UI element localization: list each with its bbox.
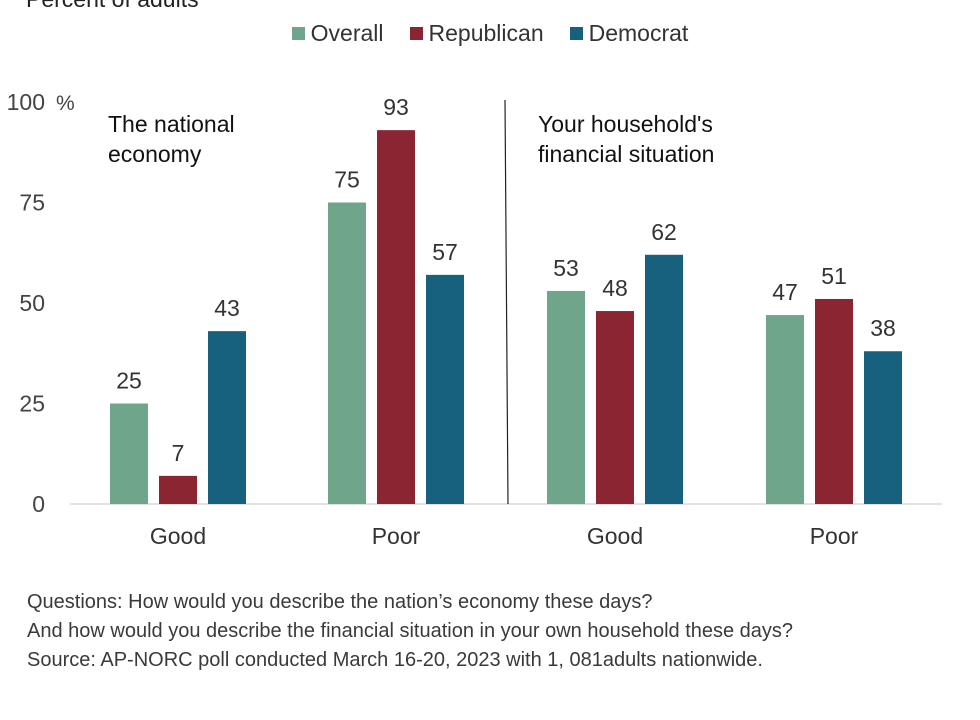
bar-democrat (426, 274, 464, 504)
legend-label-overall: Overall (310, 20, 384, 46)
bar-overall (110, 403, 148, 504)
bar-republican (377, 130, 415, 504)
bar-overall (766, 315, 804, 504)
bar-overall (547, 290, 585, 504)
chart-top-label: Percent of adults (26, 0, 199, 13)
data-label-overall: 25 (116, 368, 142, 394)
chart-legend: Overall Republican Democrat (0, 20, 980, 47)
data-label-overall: 53 (553, 255, 579, 281)
panel-title-line: Your household's (538, 111, 713, 137)
data-label-republican: 7 (172, 440, 185, 466)
bar-democrat (645, 254, 683, 504)
legend-swatch-overall (291, 27, 305, 40)
data-label-overall: 47 (772, 279, 798, 305)
panel-title-line: The national (108, 111, 235, 137)
legend-label-democrat: Democrat (588, 20, 689, 46)
legend-item-overall: Overall (291, 20, 384, 47)
bar-overall (328, 202, 366, 504)
y-tick-label: 25 (19, 391, 45, 417)
data-label-republican: 93 (383, 94, 409, 120)
data-label-democrat: 57 (432, 239, 458, 265)
footnote-question-2: And how would you describe the financial… (27, 620, 794, 642)
data-label-democrat: 38 (870, 315, 896, 341)
x-tick-label: Poor (372, 523, 421, 549)
bar-republican (596, 311, 634, 504)
x-tick-label: Poor (810, 523, 859, 549)
panel-title-line: economy (108, 141, 202, 167)
data-label-democrat: 62 (651, 219, 677, 245)
legend-swatch-republican (409, 27, 423, 40)
bar-republican (815, 298, 853, 504)
footnote-source: Source: AP-NORC poll conducted March 16-… (27, 649, 763, 671)
bar-democrat (864, 351, 902, 504)
panel-divider (504, 99, 509, 505)
x-tick-label: Good (150, 523, 206, 549)
bar-republican (159, 475, 197, 504)
panel-title-line: financial situation (538, 141, 714, 167)
bar-chart: 0 25 50 75 100 % The national economy Your house… (7, 89, 942, 549)
data-label-overall: 75 (334, 167, 360, 193)
data-label-republican: 48 (602, 275, 628, 301)
legend-swatch-democrat (569, 27, 583, 40)
y-unit-label: % (56, 92, 75, 115)
footnote: Questions: How would you describe the na… (27, 588, 793, 675)
data-label-democrat: 43 (214, 295, 240, 321)
data-label-republican: 51 (821, 263, 847, 289)
x-tick-label: Good (587, 523, 643, 549)
legend-item-republican: Republican (409, 20, 544, 47)
y-tick-label: 50 (19, 290, 45, 316)
legend-label-republican: Republican (428, 20, 544, 46)
footnote-question-1: Questions: How would you describe the na… (27, 591, 653, 613)
bar-democrat (208, 331, 246, 504)
legend-item-democrat: Democrat (569, 20, 689, 47)
y-tick-label: 0 (32, 491, 45, 517)
y-tick-label: 75 (19, 190, 45, 216)
y-tick-label: 100 (7, 89, 45, 115)
